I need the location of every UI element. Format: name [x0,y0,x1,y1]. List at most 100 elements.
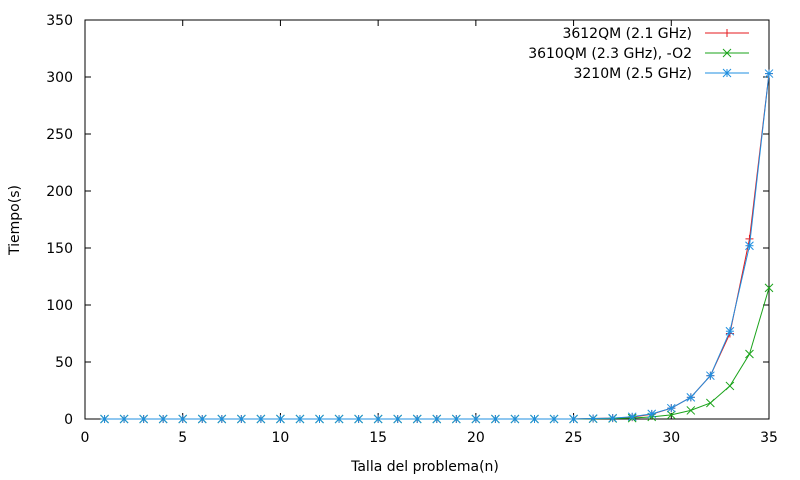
data-point [666,403,676,413]
marker-stroke [236,414,246,424]
marker-stroke [764,283,774,293]
data-point [432,414,442,424]
marker-stroke [315,414,324,424]
marker-stroke [510,414,520,424]
marker-stroke [451,414,461,424]
marker-stroke [432,414,442,424]
data-point [178,414,188,424]
x-axis-label: Talla del problema(n) [350,459,499,475]
data-point [627,412,637,422]
marker-stroke [158,414,168,424]
marker-stroke [725,381,735,391]
y-tick-label: 50 [55,355,73,371]
marker-stroke [373,414,383,424]
marker-stroke [295,414,305,424]
data-point [491,414,500,424]
marker-stroke [627,412,637,422]
marker-stroke [745,241,754,251]
data-point [315,414,324,424]
y-tick-label: 300 [46,70,73,86]
data-point [334,414,344,424]
y-tick-label: 350 [46,13,73,29]
series-line [104,73,770,420]
legend-entry-2: 3210M (2.5 GHz) [573,66,749,82]
legend-label: 3612QM (2.1 GHz) [562,26,692,42]
x-tick-label: 30 [662,430,680,446]
data-point [373,414,383,424]
marker-stroke [100,414,109,424]
data-point [764,283,774,293]
data-point [569,414,578,424]
x-tick-label: 25 [565,430,583,446]
data-point [725,326,735,336]
data-point [158,414,168,424]
marker-stroke [686,406,696,415]
data-point [686,392,696,402]
series-line [104,287,770,420]
data-point [295,414,305,424]
marker-stroke [491,414,500,424]
marker-stroke [256,414,266,424]
data-point [647,409,657,419]
series-2 [100,69,774,424]
data-point [354,414,363,424]
data-point [608,413,618,423]
data-point [706,371,715,381]
marker-stroke [530,414,539,424]
marker-stroke [471,414,481,424]
data-point [217,414,227,424]
marker-stroke [666,410,676,420]
legend-entry-1: 3610QM (2.3 GHz), -O2 [528,46,749,62]
marker-stroke [119,414,129,424]
legend-label: 3210M (2.5 GHz) [573,66,692,82]
data-point [197,414,207,424]
data-point [276,414,285,424]
data-point [686,406,696,415]
x-tick-label: 35 [760,430,778,446]
marker-stroke [706,371,715,381]
data-point [510,414,520,424]
data-point [451,414,461,424]
marker-stroke [276,414,285,424]
y-tick-label: 0 [64,412,73,428]
data-point [412,414,422,424]
series-group [100,69,774,424]
marker-stroke [686,392,696,402]
marker-stroke [139,414,148,424]
data-point [530,414,539,424]
data-point [393,414,403,424]
marker-stroke [745,349,754,359]
y-tick-label: 250 [46,127,73,143]
series-0 [100,69,773,423]
marker-stroke [178,414,188,424]
marker-stroke [706,398,715,408]
y-tick-label: 150 [46,241,73,257]
data-point [745,349,754,359]
data-point [706,398,715,408]
marker-stroke [569,414,578,424]
data-point [745,234,754,243]
marker-stroke [393,414,403,424]
legend-label: 3610QM (2.3 GHz), -O2 [528,46,692,62]
data-point [139,414,148,424]
data-point [256,414,266,424]
data-point [549,414,559,424]
series-1 [100,283,774,424]
x-tick-label: 5 [178,430,187,446]
marker-stroke [666,403,676,413]
y-tick-label: 200 [46,184,73,200]
legend: 3612QM (2.1 GHz) 3610QM (2.3 GHz), -O2 321… [528,26,749,82]
x-tick-label: 20 [467,430,485,446]
marker-stroke [334,414,344,424]
y-tick-label: 100 [46,298,73,314]
data-point [236,414,246,424]
marker-stroke [549,414,559,424]
marker-stroke [412,414,422,424]
data-point [119,414,129,424]
data-point [666,410,676,420]
marker-stroke [722,68,732,78]
data-point [471,414,481,424]
marker-stroke [588,414,598,423]
data-point [725,381,735,391]
x-tick-label: 10 [272,430,290,446]
